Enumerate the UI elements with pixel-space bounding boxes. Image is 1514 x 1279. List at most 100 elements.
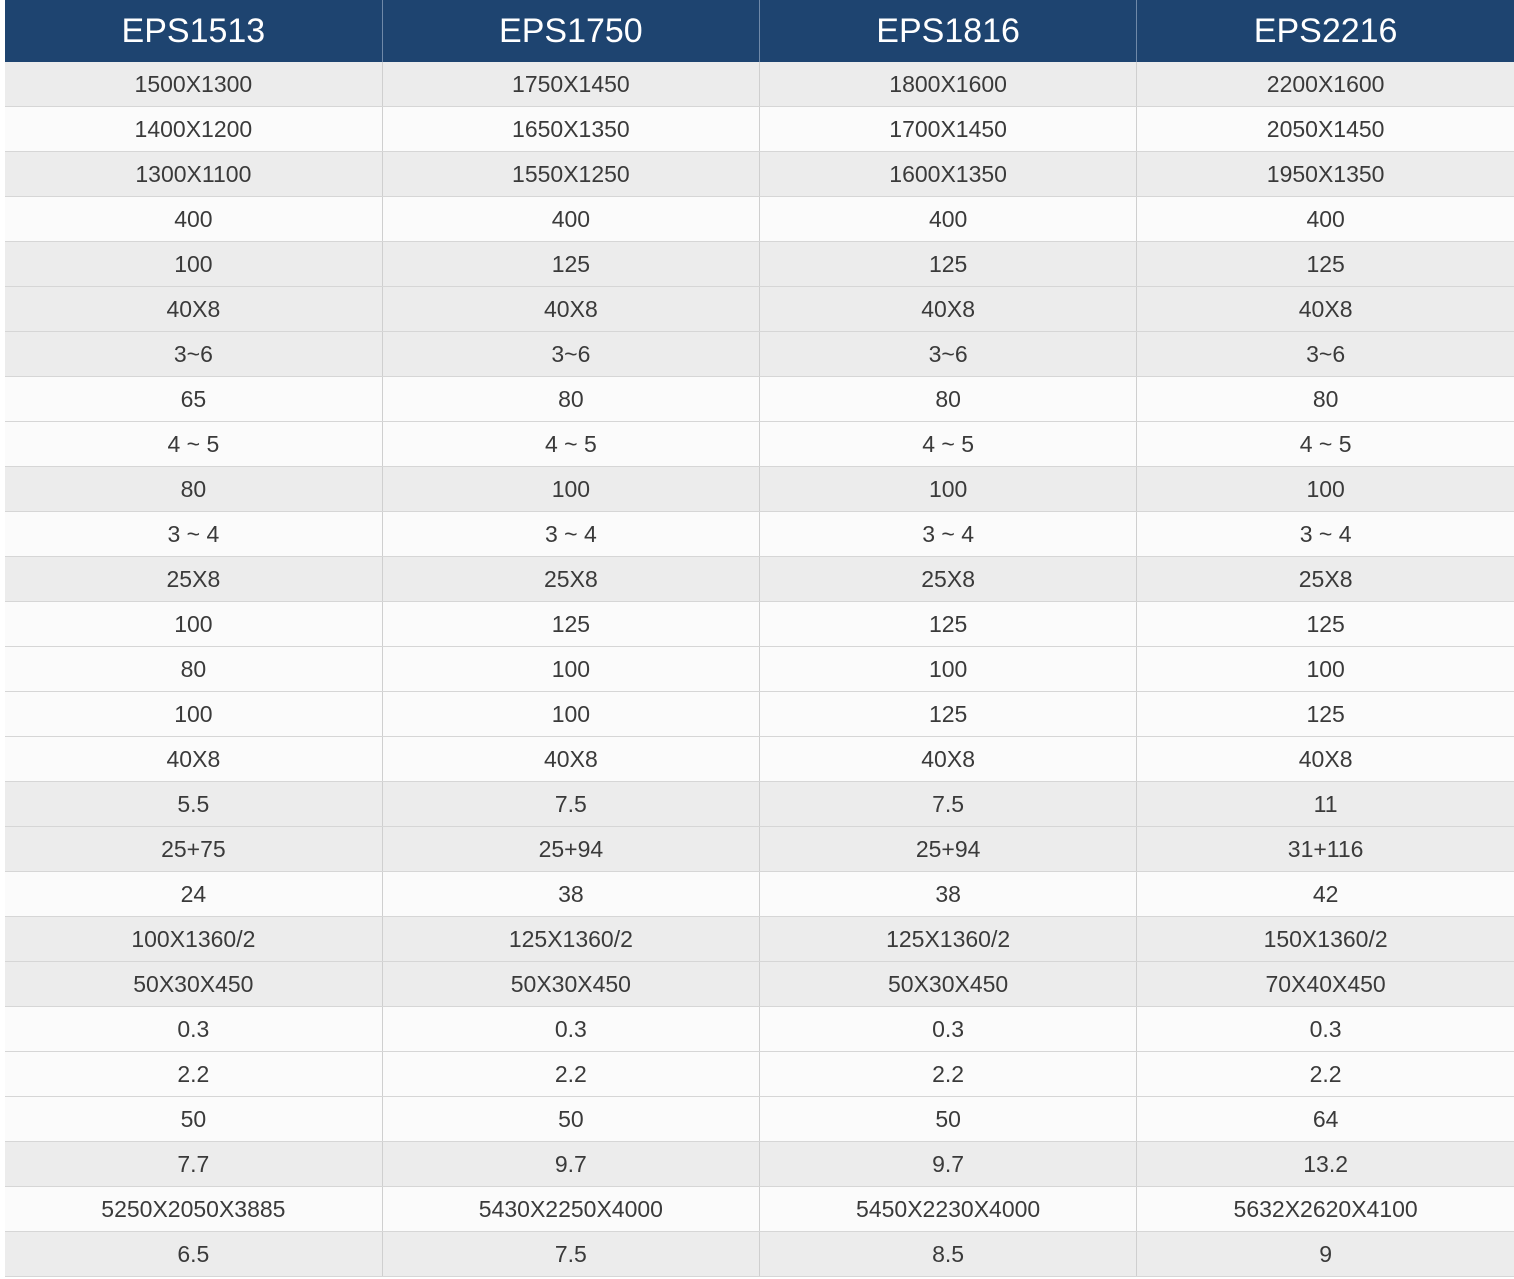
- table-cell: 5632X2620X4100: [1136, 1186, 1514, 1232]
- table-cell: 5430X2250X4000: [381, 1186, 760, 1232]
- table-cell: 3 ~ 4: [758, 511, 1137, 557]
- table-row: 100X1360/2 125X1360/2 125X1360/2 150X1360/2: [5, 916, 1514, 962]
- table-cell: 3~6: [758, 331, 1137, 377]
- table-body: 1500X1300 1750X1450 1800X1600 2200X1600 1400…: [5, 62, 1514, 1277]
- table-cell: 50: [5, 1096, 383, 1142]
- table-cell: 50X30X450: [5, 961, 383, 1007]
- table-cell: 4 ~ 5: [5, 421, 383, 467]
- column-header: EPS1750: [381, 0, 760, 62]
- table-cell: 5450X2230X4000: [758, 1186, 1137, 1232]
- table-cell: 40X8: [5, 736, 383, 782]
- table-cell: 1650X1350: [381, 106, 760, 152]
- table-cell: 64: [1136, 1096, 1514, 1142]
- table-cell: 25+94: [758, 826, 1137, 872]
- table-cell: 9: [1136, 1231, 1514, 1277]
- table-row: 100 100 125 125: [5, 691, 1514, 737]
- table-cell: 40X8: [1136, 286, 1514, 332]
- table-cell: 100: [1136, 466, 1514, 512]
- table-cell: 40X8: [381, 736, 760, 782]
- table-cell: 7.5: [381, 781, 760, 827]
- table-row: 3~6 3~6 3~6 3~6: [5, 331, 1514, 377]
- header-row: EPS1513 EPS1750 EPS1816 EPS2216: [5, 0, 1514, 62]
- table-cell: 1600X1350: [758, 151, 1137, 197]
- column-header: EPS1816: [758, 0, 1137, 62]
- table-cell: 100: [381, 466, 760, 512]
- table-cell: 125: [758, 241, 1137, 287]
- table-row: 80 100 100 100: [5, 646, 1514, 692]
- table-cell: 2.2: [1136, 1051, 1514, 1097]
- table-cell: 2.2: [758, 1051, 1137, 1097]
- table-cell: 65: [5, 376, 383, 422]
- table-cell: 125: [381, 601, 760, 647]
- table-cell: 80: [5, 646, 383, 692]
- table-cell: 125: [1136, 691, 1514, 737]
- table-cell: 400: [5, 196, 383, 242]
- table-cell: 80: [5, 466, 383, 512]
- table-row: 100 125 125 125: [5, 241, 1514, 287]
- table-row: 65 80 80 80: [5, 376, 1514, 422]
- table-cell: 400: [381, 196, 760, 242]
- table-cell: 125: [758, 691, 1137, 737]
- table-cell: 25X8: [5, 556, 383, 602]
- table-cell: 100: [5, 601, 383, 647]
- table-cell: 13.2: [1136, 1141, 1514, 1187]
- table-row: 5250X2050X3885 5430X2250X4000 5450X2230X40…: [5, 1186, 1514, 1232]
- table-cell: 40X8: [5, 286, 383, 332]
- table-cell: 3 ~ 4: [1136, 511, 1514, 557]
- table-cell: 9.7: [758, 1141, 1137, 1187]
- table-cell: 80: [1136, 376, 1514, 422]
- table-cell: 4 ~ 5: [758, 421, 1137, 467]
- table-cell: 40X8: [381, 286, 760, 332]
- table-cell: 5.5: [5, 781, 383, 827]
- table-cell: 25X8: [1136, 556, 1514, 602]
- table-cell: 1800X1600: [758, 62, 1137, 107]
- table-cell: 70X40X450: [1136, 961, 1514, 1007]
- table-cell: 25X8: [381, 556, 760, 602]
- table-cell: 31+116: [1136, 826, 1514, 872]
- table-cell: 50: [758, 1096, 1137, 1142]
- spec-table: EPS1513 EPS1750 EPS1816 EPS2216 1500X1300 17…: [5, 0, 1514, 1277]
- table-cell: 24: [5, 871, 383, 917]
- table-row: 1300X1100 1550X1250 1600X1350 1950X1350: [5, 151, 1514, 197]
- table-row: 2.2 2.2 2.2 2.2: [5, 1051, 1514, 1097]
- table-cell: 80: [381, 376, 760, 422]
- table-row: 0.3 0.3 0.3 0.3: [5, 1006, 1514, 1052]
- table-row: 24 38 38 42: [5, 871, 1514, 917]
- table-cell: 1550X1250: [381, 151, 760, 197]
- table-cell: 80: [758, 376, 1137, 422]
- table-cell: 25+94: [381, 826, 760, 872]
- table-cell: 100: [5, 691, 383, 737]
- table-cell: 8.5: [758, 1231, 1137, 1277]
- table-cell: 3~6: [381, 331, 760, 377]
- table-cell: 1300X1100: [5, 151, 383, 197]
- table-cell: 100X1360/2: [5, 916, 383, 962]
- table-cell: 1400X1200: [5, 106, 383, 152]
- table-cell: 100: [381, 646, 760, 692]
- table-cell: 42: [1136, 871, 1514, 917]
- table-cell: 400: [1136, 196, 1514, 242]
- table-cell: 4 ~ 5: [381, 421, 760, 467]
- table-row: 1500X1300 1750X1450 1800X1600 2200X1600: [5, 62, 1514, 107]
- table-row: 40X8 40X8 40X8 40X8: [5, 286, 1514, 332]
- table-cell: 100: [758, 646, 1137, 692]
- table-cell: 5250X2050X3885: [5, 1186, 383, 1232]
- table-row: 50X30X450 50X30X450 50X30X450 70X40X450: [5, 961, 1514, 1007]
- table-cell: 125X1360/2: [758, 916, 1137, 962]
- table-cell: 125: [1136, 241, 1514, 287]
- table-cell: 1700X1450: [758, 106, 1137, 152]
- table-row: 5.5 7.5 7.5 11: [5, 781, 1514, 827]
- column-header: EPS2216: [1136, 0, 1514, 62]
- table-row: 50 50 50 64: [5, 1096, 1514, 1142]
- table-cell: 7.5: [758, 781, 1137, 827]
- table-cell: 4 ~ 5: [1136, 421, 1514, 467]
- table-row: 7.7 9.7 9.7 13.2: [5, 1141, 1514, 1187]
- table-row: 1400X1200 1650X1350 1700X1450 2050X1450: [5, 106, 1514, 152]
- table-cell: 125: [758, 601, 1137, 647]
- table-cell: 3~6: [5, 331, 383, 377]
- table-cell: 3 ~ 4: [381, 511, 760, 557]
- table-cell: 2050X1450: [1136, 106, 1514, 152]
- table-cell: 100: [5, 241, 383, 287]
